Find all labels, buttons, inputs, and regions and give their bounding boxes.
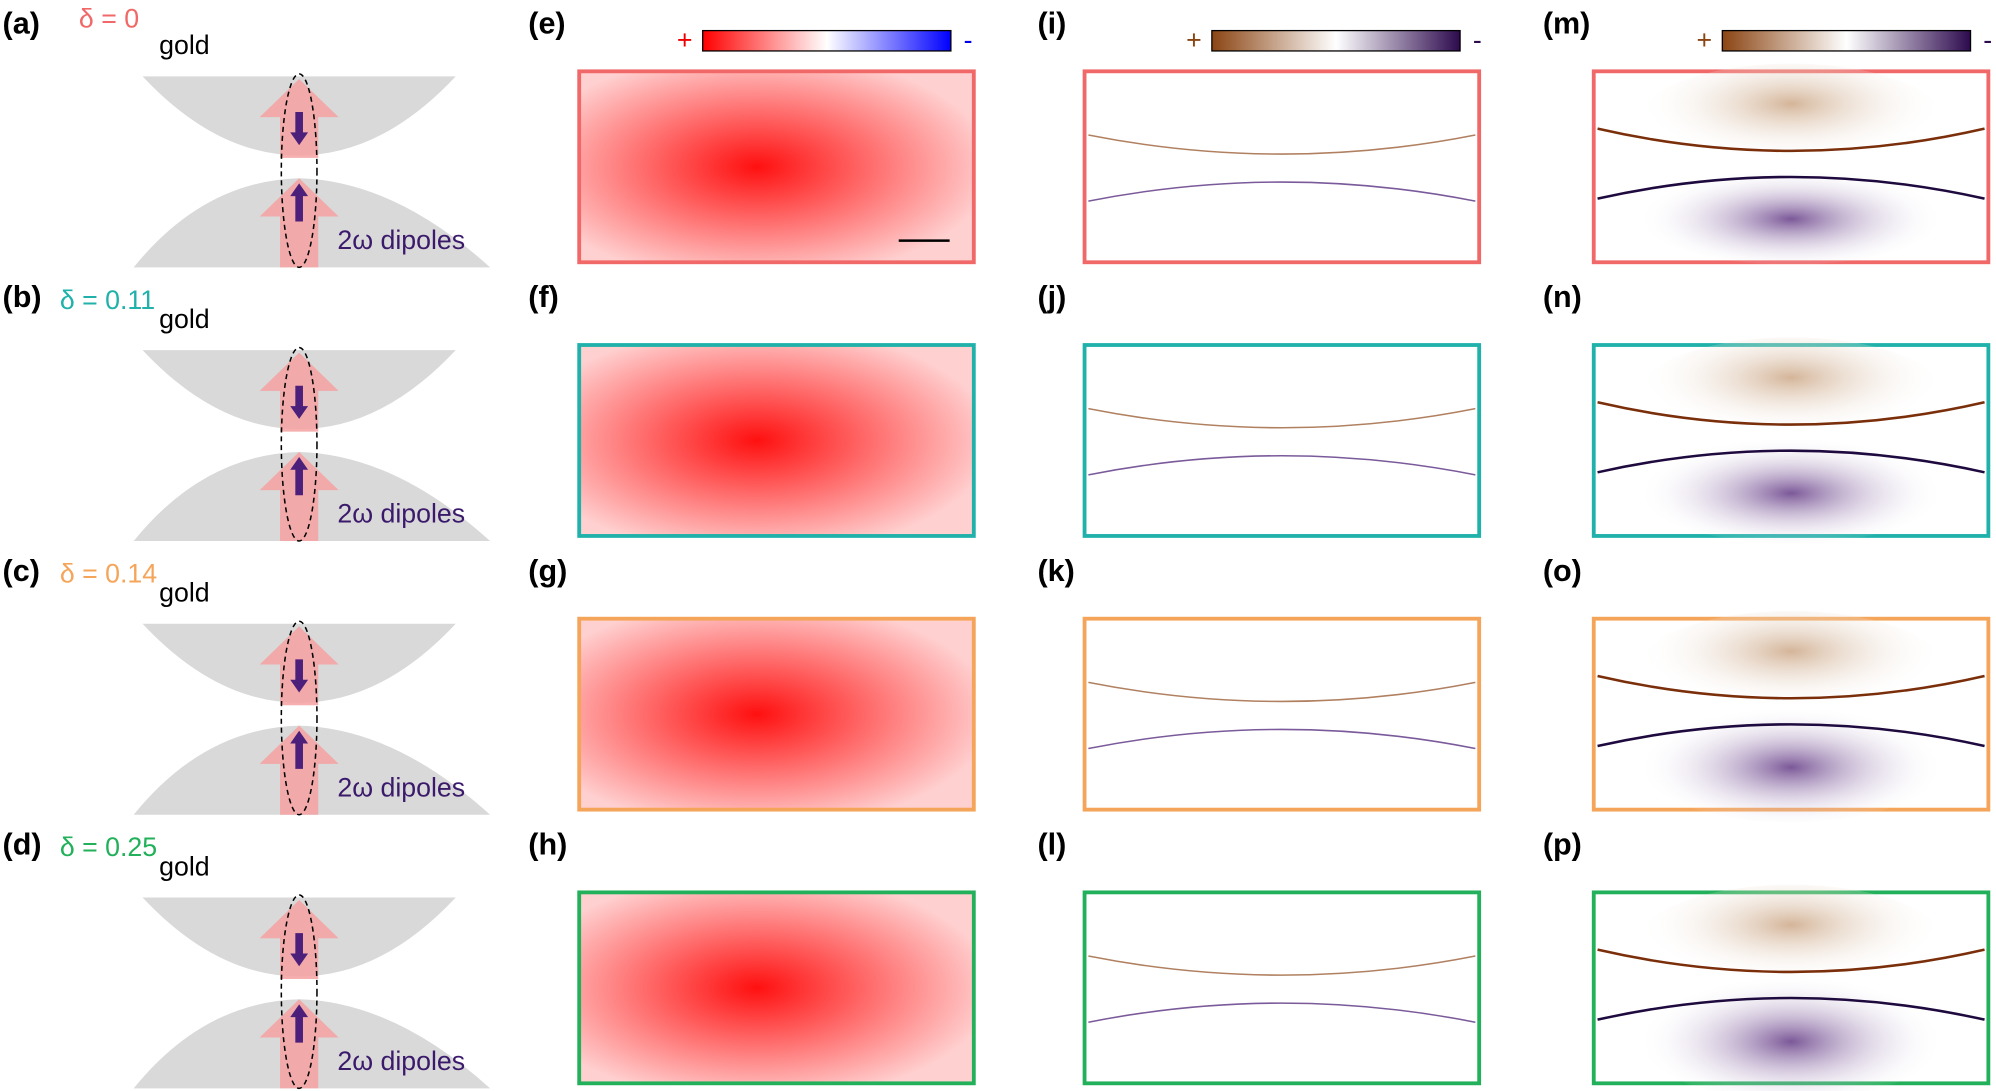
field-map <box>577 69 976 265</box>
panel-label: (b) <box>3 280 42 314</box>
charge-pos <box>1638 884 1944 1000</box>
field-arrow <box>259 451 339 542</box>
dipole-outline <box>280 894 318 1090</box>
delta: δ = 0.14 <box>60 558 157 588</box>
panel-label: (m) <box>1543 7 1591 41</box>
colorbar-plus: + <box>1697 25 1713 55</box>
panel-label: (h) <box>528 828 567 862</box>
dipole-outline <box>280 346 318 542</box>
dipole-outline <box>280 73 318 269</box>
dipole-down <box>290 112 309 146</box>
gold-label: gold <box>159 304 210 334</box>
charge-map <box>1082 616 1482 812</box>
dipole-outline <box>280 620 318 816</box>
panel-label: (c) <box>3 554 40 588</box>
charge-neg <box>1638 700 1944 823</box>
charge-pos <box>1638 63 1944 179</box>
surface-bottom <box>1088 1002 1476 1023</box>
surface-top <box>1597 127 1985 153</box>
dipole-up <box>290 183 309 222</box>
panel-label: (p) <box>1543 828 1582 862</box>
dipoles-label: 2ω dipoles <box>337 1046 465 1076</box>
field-map <box>577 890 976 1086</box>
dipole-down <box>290 385 309 419</box>
row: (a) δ = 0 gold 2ω dipoles (e) (i) (m) <box>3 3 1991 269</box>
charge-neg <box>1638 968 1944 1091</box>
panel-label: (o) <box>1543 554 1582 588</box>
gold-label: gold <box>159 851 210 881</box>
charge-map <box>1082 69 1482 265</box>
dipole-down <box>290 659 309 693</box>
panel-label: (g) <box>528 554 567 588</box>
colorbar <box>1211 29 1461 52</box>
surface-bottom <box>1597 996 1985 1021</box>
field-arrow <box>259 999 339 1089</box>
dipole-up <box>290 457 309 496</box>
surface-top <box>1597 674 1985 700</box>
charge-neg <box>1638 431 1944 544</box>
panel-label: (i) <box>1037 7 1066 41</box>
surface-top <box>1088 134 1476 155</box>
surface-top <box>1088 407 1476 429</box>
delta: δ = 0.25 <box>60 832 157 862</box>
charge-map <box>1082 343 1482 538</box>
colorbar-minus: - <box>964 25 973 55</box>
panel-label: (k) <box>1037 554 1074 588</box>
dipole-up <box>290 730 309 769</box>
surface-bottom <box>1088 454 1476 476</box>
surface-bottom <box>1597 449 1985 474</box>
dipole-up <box>290 1004 309 1043</box>
dipoles-label: 2ω dipoles <box>337 772 465 802</box>
charge-map <box>1082 890 1482 1086</box>
panel-label: (d) <box>3 828 42 862</box>
dipole-down <box>290 933 309 967</box>
colorbar-plus: + <box>677 25 693 55</box>
panel-label: (a) <box>3 7 40 41</box>
field-map <box>577 616 976 812</box>
surface-bottom <box>1597 175 1985 200</box>
surface-top <box>1597 948 1985 974</box>
panel-label: (n) <box>1543 280 1582 314</box>
colorbar-minus: - <box>1983 25 1992 55</box>
surface-bottom <box>1088 728 1476 750</box>
charge-neg <box>1638 162 1944 265</box>
dipoles-label: 2ω dipoles <box>337 499 465 529</box>
charge-pos <box>1638 611 1944 726</box>
colorbar-minus: - <box>1473 25 1482 55</box>
panel-label: (j) <box>1037 280 1066 314</box>
colorbar <box>1721 29 1972 52</box>
colorbar-plus: + <box>1186 25 1202 55</box>
surface-bottom <box>1088 181 1476 202</box>
surface-top <box>1088 681 1476 703</box>
gold-label: gold <box>159 578 210 608</box>
charge-pos <box>1638 337 1944 452</box>
panel-label: (e) <box>528 7 565 41</box>
gold-label: gold <box>159 30 210 60</box>
field-map <box>577 343 976 538</box>
delta: δ = 0.11 <box>60 285 155 315</box>
field-arrow <box>259 725 339 815</box>
colorbar <box>702 29 952 52</box>
field-arrow <box>259 178 339 268</box>
surface-bottom <box>1597 723 1985 748</box>
delta: δ = 0 <box>79 3 139 33</box>
panel-label: (f) <box>528 280 559 314</box>
panel-label: (l) <box>1037 828 1066 862</box>
surface-top <box>1597 401 1985 426</box>
surface-top <box>1088 955 1476 976</box>
dipoles-label: 2ω dipoles <box>337 225 465 255</box>
